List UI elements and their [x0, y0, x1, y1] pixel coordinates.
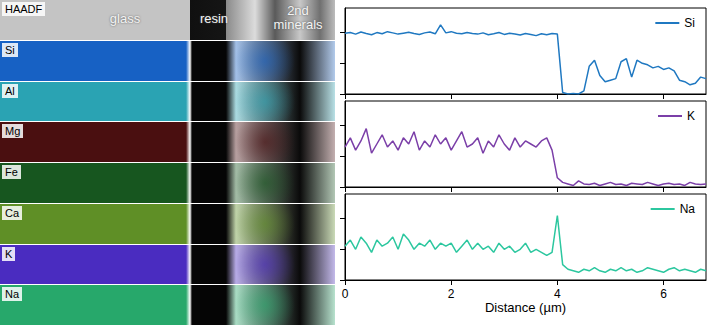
- html-text:Mg: Mg: [5, 125, 21, 138]
- svg-text:0: 0: [342, 287, 349, 301]
- svg-text:Si: Si: [684, 16, 695, 30]
- svg-text:K: K: [687, 109, 695, 123]
- html-text:K: K: [5, 247, 13, 260]
- html-text:HAADF: HAADF: [5, 3, 43, 15]
- html-text:resin: resin: [199, 11, 229, 26]
- html-text:Fe: Fe: [5, 166, 18, 178]
- svg-text:Na: Na: [680, 202, 696, 216]
- svg-text:6: 6: [660, 287, 667, 301]
- html-text:Ca: Ca: [5, 206, 20, 219]
- html-text:2nd minerals: 2nd minerals: [273, 3, 323, 32]
- html-text:glass: glass: [109, 11, 141, 26]
- html-text:Al: Al: [5, 84, 15, 97]
- svg-text:Distance (µm): Distance (µm): [485, 300, 566, 315]
- html-text:Na: Na: [5, 288, 20, 301]
- html-text:Si: Si: [5, 43, 15, 56]
- svg-text:2: 2: [448, 287, 455, 301]
- svg-text:4: 4: [554, 287, 561, 301]
